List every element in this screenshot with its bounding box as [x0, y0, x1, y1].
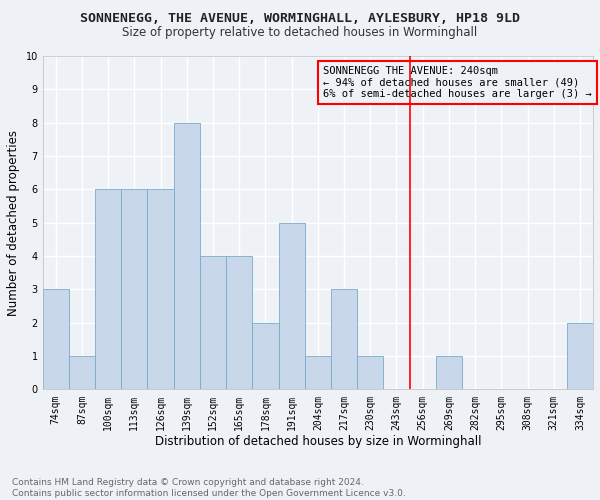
Bar	[331, 290, 357, 390]
Text: SONNENEGG THE AVENUE: 240sqm
← 94% of detached houses are smaller (49)
6% of sem: SONNENEGG THE AVENUE: 240sqm ← 94% of de…	[323, 66, 592, 99]
Bar	[567, 322, 593, 390]
Bar	[121, 190, 148, 390]
Bar	[253, 322, 278, 390]
Bar	[436, 356, 462, 390]
Bar	[148, 190, 173, 390]
Bar	[95, 190, 121, 390]
Bar	[357, 356, 383, 390]
Bar	[226, 256, 253, 390]
Text: SONNENEGG, THE AVENUE, WORMINGHALL, AYLESBURY, HP18 9LD: SONNENEGG, THE AVENUE, WORMINGHALL, AYLE…	[80, 12, 520, 26]
Bar	[173, 122, 200, 390]
Bar	[69, 356, 95, 390]
Bar	[305, 356, 331, 390]
Text: Size of property relative to detached houses in Worminghall: Size of property relative to detached ho…	[122, 26, 478, 39]
Bar	[43, 290, 69, 390]
Bar	[200, 256, 226, 390]
Text: Contains HM Land Registry data © Crown copyright and database right 2024.
Contai: Contains HM Land Registry data © Crown c…	[12, 478, 406, 498]
X-axis label: Distribution of detached houses by size in Worminghall: Distribution of detached houses by size …	[155, 435, 481, 448]
Bar	[278, 222, 305, 390]
Y-axis label: Number of detached properties: Number of detached properties	[7, 130, 20, 316]
